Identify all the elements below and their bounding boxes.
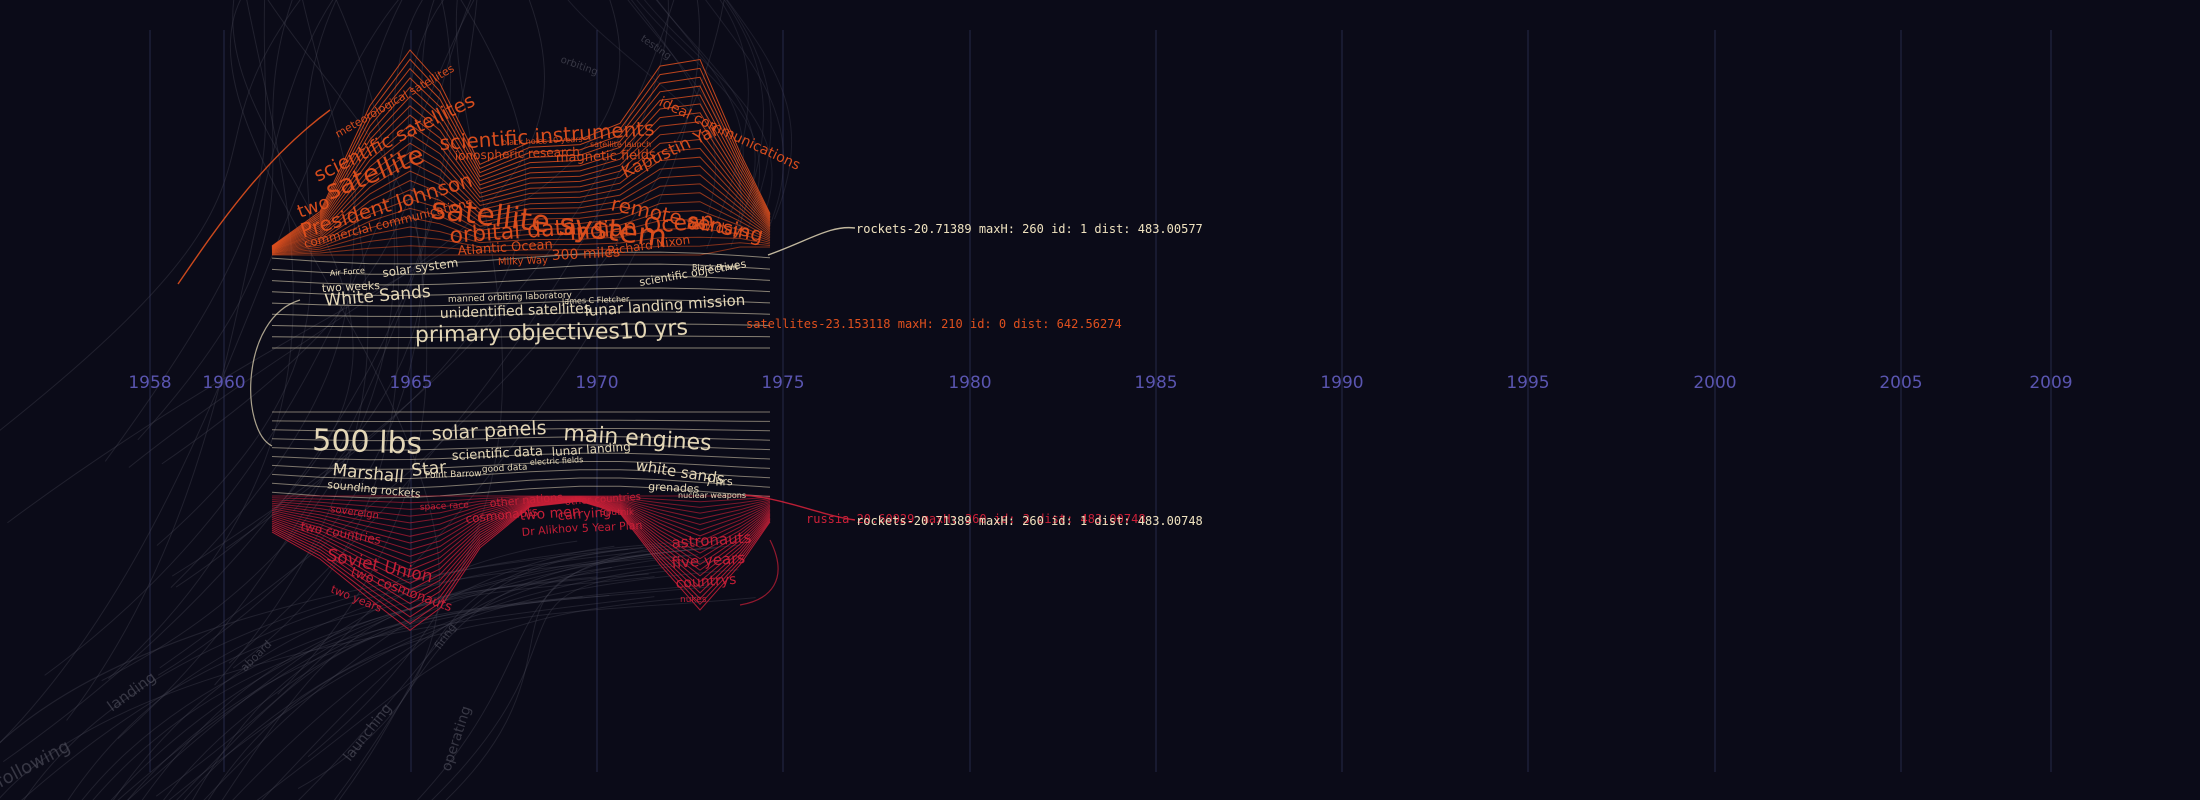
ghost-line	[208, 598, 756, 800]
year-tick-2005: 2005	[1879, 373, 1922, 393]
lower-word: countrys	[675, 572, 737, 592]
connector-satellites	[178, 110, 330, 284]
ghost-word: operating	[439, 704, 475, 773]
mid-upper-word: Air Force	[329, 266, 365, 278]
mid-upper-word: 10 yrs	[619, 315, 689, 345]
year-tick-1980: 1980	[948, 373, 991, 393]
year-tick-1958: 1958	[128, 373, 171, 393]
mid-upper-word: Black Brant	[692, 263, 738, 272]
mid-lower-word: 500 lbs	[312, 423, 423, 462]
mid-lower-word: good data	[482, 463, 528, 475]
mid-lower-word: Point Barrow	[425, 469, 482, 481]
year-tick-1960: 1960	[202, 373, 245, 393]
lower-word: five years	[671, 549, 746, 572]
upper-word: Milky Way	[498, 255, 548, 268]
year-tick-1975: 1975	[761, 373, 804, 393]
ghost-line	[0, 597, 654, 800]
words-layer: scientific satellitestwosatellitePreside…	[0, 33, 803, 792]
ghost-word: following	[0, 736, 74, 793]
year-axis: 1958 1960 1965 1970 1975 1980 1985 1990 1995 2000…	[128, 373, 2072, 393]
lower-word: 5 Year Plan	[581, 519, 642, 535]
mid-upper-word: primary objectives	[415, 319, 620, 348]
grid-layer	[150, 30, 2051, 772]
upper-word: 10 years	[548, 135, 583, 145]
year-tick-2000: 2000	[1693, 373, 1736, 393]
mid-lower-word: nuclear weapons	[678, 491, 746, 500]
ghost-line	[419, 550, 696, 800]
ghost-word: launching	[341, 701, 396, 765]
connector-rockets-1	[768, 228, 855, 255]
annot-satellites: satellites-23.153118 maxH: 210 id: 0 dis…	[746, 317, 1122, 331]
mid-lower-word: electric fields	[530, 455, 584, 467]
annot-rockets-2: rockets-20.71389 maxH: 260 id: 1 dist: 4…	[856, 514, 1203, 528]
mid-lower-word: 7 hrs	[705, 475, 733, 489]
annot-rockets-1: rockets-20.71389 maxH: 260 id: 1 dist: 4…	[856, 222, 1203, 236]
lower-word: space race	[420, 500, 470, 513]
year-tick-1995: 1995	[1506, 373, 1549, 393]
upper-word: satellite launch	[590, 140, 651, 149]
ghost-word: orbiting	[559, 54, 599, 78]
lower-word: Dr Alikhov	[521, 521, 579, 539]
year-tick-1970: 1970	[575, 373, 618, 393]
upper-word: black holes	[502, 136, 547, 147]
year-tick-2009: 2009	[2029, 373, 2072, 393]
year-tick-1990: 1990	[1320, 373, 1363, 393]
lower-word: Sputnik	[600, 508, 635, 518]
year-tick-1965: 1965	[389, 373, 432, 393]
mid-lower-word: solar panels	[431, 417, 547, 445]
ghost-line	[0, 546, 662, 800]
lower-word: nukes	[680, 595, 707, 605]
year-tick-1985: 1985	[1134, 373, 1177, 393]
